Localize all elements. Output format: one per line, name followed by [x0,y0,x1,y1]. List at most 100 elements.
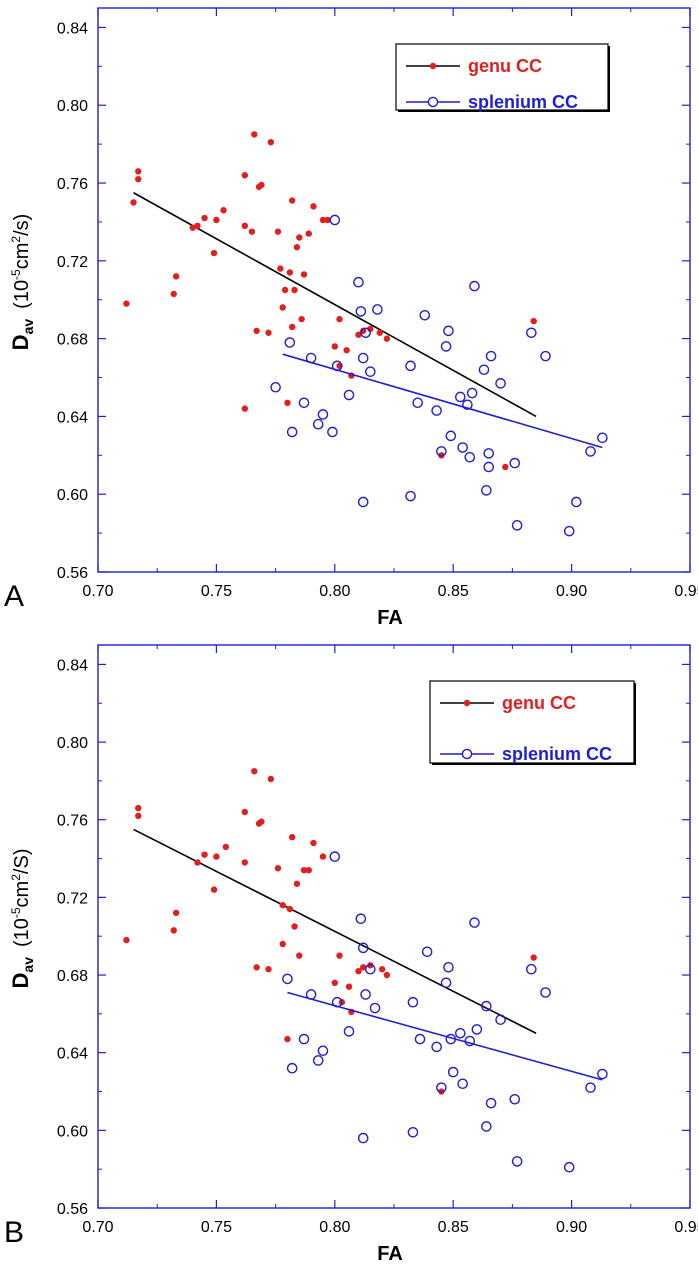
data-point-splenium [343,389,355,401]
data-point-genu [438,452,445,459]
legend-label-genu: genu CC [468,56,542,76]
data-point-splenium [469,917,480,928]
y-axis-label-main: D [8,334,33,350]
data-point-genu [298,315,305,323]
x-tick-label: 0.85 [438,1219,469,1236]
data-point-splenium [357,1132,369,1144]
x-axis-label: FA [377,607,403,629]
data-point-splenium [353,276,364,288]
data-point-splenium [597,1068,608,1080]
data-point-splenium [485,1097,497,1109]
data-point-splenium [282,973,293,985]
x-tick-label: 0.70 [82,583,113,600]
data-point-genu [220,207,227,214]
y-axis-label-unit-sup2: 2 [9,874,23,881]
data-point-genu [135,812,142,820]
x-tick-label: 0.70 [82,1219,113,1236]
y-tick-label: 0.60 [57,487,88,504]
data-point-splenium [360,327,371,339]
data-point-splenium [317,409,329,420]
data-point-genu [286,269,294,276]
data-point-genu [360,964,367,971]
data-point-splenium [407,1126,419,1138]
series-splenium-cc [282,851,608,1173]
x-tick-label: 0.75 [201,583,232,600]
data-point-splenium [511,520,523,531]
data-point-splenium [360,989,371,1000]
data-point-splenium [526,963,537,975]
data-point-splenium [286,426,298,438]
data-point-splenium [436,1082,447,1093]
data-point-splenium [419,309,431,321]
y-axis-label-unit-c: /s) [11,214,33,236]
data-point-genu [267,775,275,783]
data-point-splenium [481,1000,492,1012]
data-point-genu [123,936,130,944]
data-point-genu [288,323,296,331]
data-point-splenium [357,942,369,954]
data-point-splenium [312,418,324,430]
panel-letter: B [4,1216,24,1249]
data-point-splenium [457,1078,468,1090]
data-point-splenium [585,446,596,457]
series-genu-cc [123,131,537,471]
data-point-genu [343,347,350,354]
data-point-splenium [405,360,416,372]
data-point-genu [251,767,258,775]
data-point-genu [274,228,282,235]
data-point-splenium [462,399,473,411]
y-axis-label: Dav (10-5cm2/S) [8,849,36,989]
data-point-genu [367,325,374,333]
y-tick-label: 0.84 [57,657,88,674]
y-axis-label-sub: av [20,319,36,335]
y-tick-label: 0.80 [57,98,88,115]
data-point-splenium [421,946,433,958]
data-point-genu [274,865,282,872]
data-point-splenium [365,963,376,975]
data-point-splenium [312,1055,324,1066]
x-tick-label: 0.90 [556,583,587,600]
data-point-splenium [327,426,338,438]
data-point-splenium [597,432,608,444]
data-point-splenium [414,1033,426,1045]
data-point-genu [253,964,260,971]
data-point-genu [300,867,308,874]
data-point-splenium [495,378,506,389]
legend-marker-genu [463,699,471,707]
data-point-splenium [511,1156,523,1167]
data-point-genu [293,880,301,887]
data-point-splenium [431,1041,442,1053]
data-point-splenium [365,366,376,377]
data-point-genu [201,851,208,858]
data-point-genu [210,886,218,893]
legend-label-genu: genu CC [502,693,576,713]
data-point-genu [530,954,537,961]
data-point-splenium [270,381,281,393]
data-point-splenium [329,851,341,862]
data-point-genu [194,222,201,230]
data-point-splenium [440,977,452,989]
data-point-splenium [369,1002,381,1014]
trend-line-genu [133,828,537,1034]
data-point-genu [355,331,362,338]
data-point-genu [383,971,391,979]
data-point-splenium [464,1035,476,1047]
data-point-genu [336,952,343,959]
data-point-splenium [329,214,341,226]
data-point-genu [319,853,327,860]
panel-letter: A [4,580,24,613]
legend: genu CC splenium CC [395,43,610,112]
data-point-splenium [407,996,419,1008]
data-point-genu [279,901,286,909]
y-axis-label-unit-b: cm [11,881,33,908]
data-point-genu [194,859,201,866]
y-tick-label: 0.56 [57,1201,88,1218]
data-point-genu [135,175,142,183]
data-point-genu [135,804,142,812]
panel-a: 0.70 0.75 0.80 0.85 0.90 0.95 0.56 0.60 0.64 0.68… [4,7,698,629]
data-point-splenium [464,451,476,463]
data-point-splenium [483,461,495,473]
x-tick-label: 0.95 [674,583,698,600]
trend-line-splenium [282,353,603,449]
data-point-genu [222,843,230,851]
